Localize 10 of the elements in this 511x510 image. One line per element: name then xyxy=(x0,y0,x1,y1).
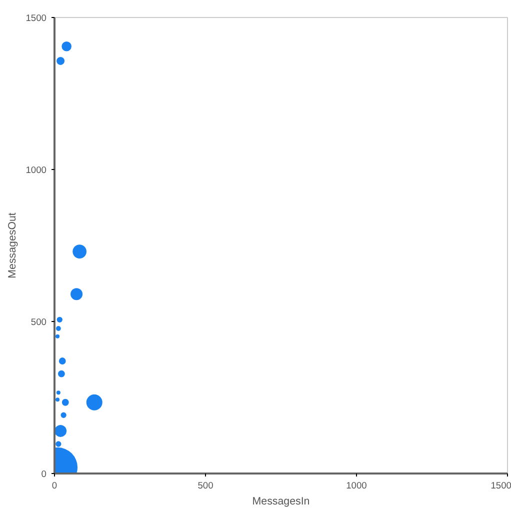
y-tick-label: 1500 xyxy=(26,13,47,23)
x-axis-title: MessagesIn xyxy=(252,496,310,508)
y-tick-label: 0 xyxy=(41,469,47,479)
x-tick-label: 1500 xyxy=(490,480,511,490)
y-axis-title: MessagesOut xyxy=(6,212,19,278)
y-tick-label: 1000 xyxy=(26,165,47,175)
x-tick-label: 500 xyxy=(198,480,214,490)
x-tick-label: 1000 xyxy=(346,480,367,490)
y-tick-label: 500 xyxy=(30,317,47,327)
x-tick-label: 0 xyxy=(52,480,58,490)
